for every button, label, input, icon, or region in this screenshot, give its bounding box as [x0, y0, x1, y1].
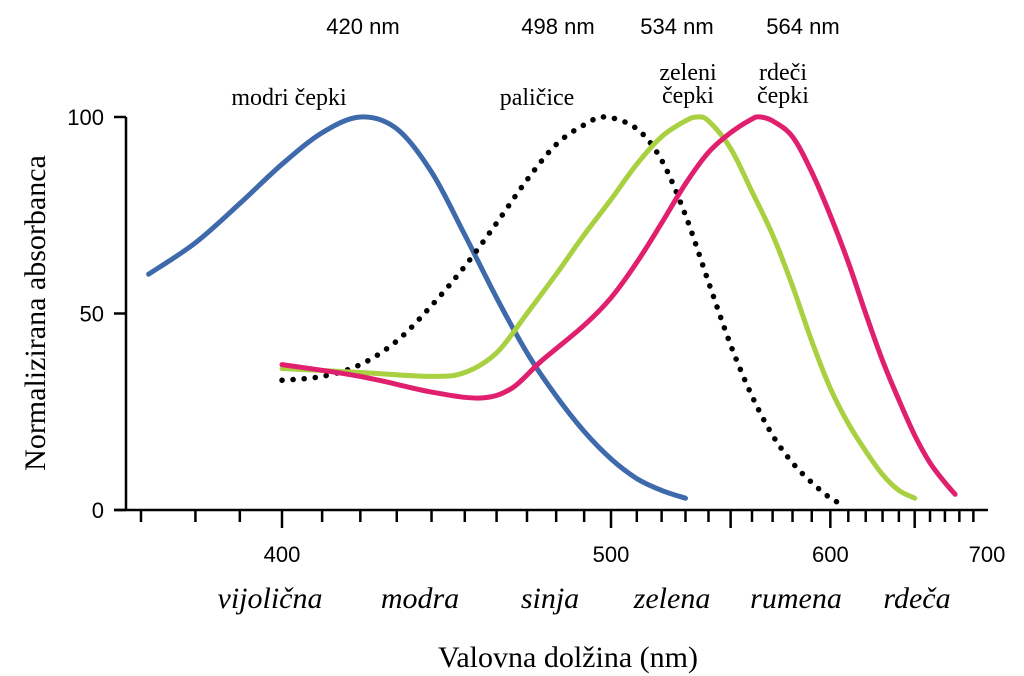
y-axis-title: Normalizirana absorbanca — [19, 155, 52, 471]
color-band-label: sinja — [521, 582, 579, 615]
color-band-label: zelena — [633, 582, 711, 615]
y-tick-label: 50 — [80, 302, 104, 327]
x-tick-label: 400 — [264, 542, 301, 567]
curve-label: čepki — [757, 83, 809, 109]
curve-label: paličice — [500, 85, 575, 111]
series-zeleni-cepki-line — [279, 114, 918, 501]
color-band-label: vijolična — [218, 582, 323, 615]
color-band-label: rumena — [750, 582, 842, 615]
curve-label: rdeči — [759, 60, 807, 86]
x-ticks: 400 500 600 700 — [139, 510, 1006, 567]
color-band-label: modra — [381, 582, 459, 615]
labels-group: 420 nm 498 nm 534 nm 564 nm modri čepki palič… — [218, 14, 951, 615]
y-tick-label: 0 — [92, 498, 104, 523]
axes-group: 0 50 100 400 500 600 700 — [67, 105, 1005, 567]
curve-label: modri čepki — [231, 85, 347, 111]
color-band-label: rdeča — [883, 582, 950, 615]
y-tick-label: 100 — [67, 105, 104, 130]
series-palicice-line — [279, 114, 841, 505]
x-tick-label: 600 — [812, 542, 849, 567]
peak-wavelength-label: 498 nm — [521, 14, 594, 39]
series-rdeci-cepki-line — [279, 114, 958, 497]
x-tick-label: 500 — [593, 542, 630, 567]
curves-group — [146, 114, 958, 505]
series-modri-cepki-line — [146, 114, 688, 501]
peak-wavelength-label: 420 nm — [326, 14, 399, 39]
curve-label: zeleni — [659, 60, 717, 86]
peak-wavelength-label: 534 nm — [640, 14, 713, 39]
y-ticks: 0 50 100 — [67, 105, 126, 523]
peak-wavelength-label: 564 nm — [766, 14, 839, 39]
curve-label: čepki — [662, 83, 714, 109]
x-tick-label: 700 — [969, 542, 1006, 567]
x-axis-title: Valovna dolžina (nm) — [438, 641, 698, 674]
